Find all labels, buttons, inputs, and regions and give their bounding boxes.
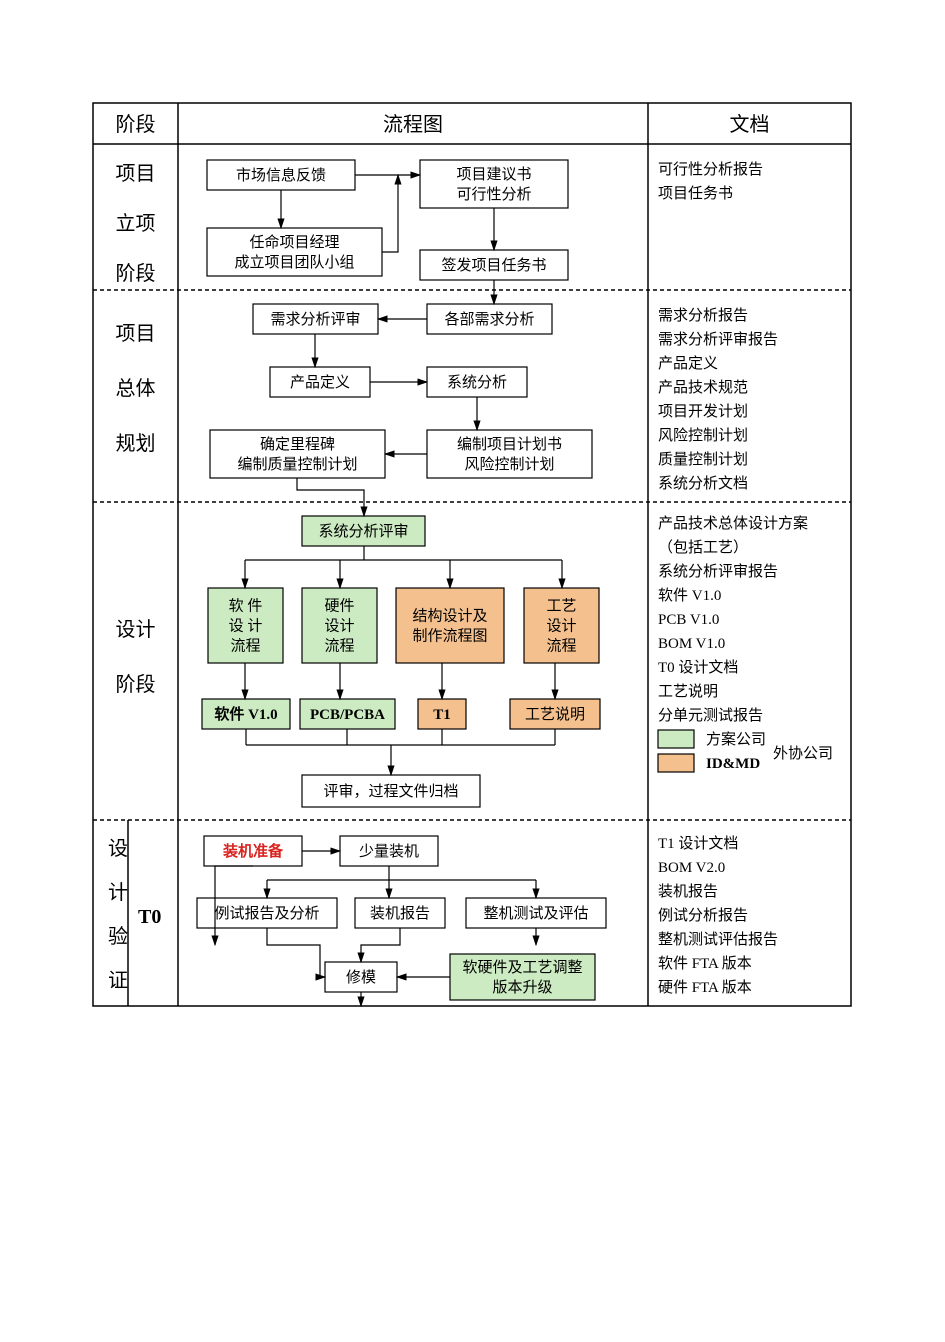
doc-p4-4: 整机测试评估报告 [658,931,778,948]
svg-text:阶段: 阶段 [116,262,156,285]
node-n_plan-label: 编制项目计划书 [457,436,562,453]
doc-p2-4: 项目开发计划 [658,403,748,420]
node-n_proc-label: 设计 [546,618,576,635]
node-n_fulltest-label: 整机测试及评估 [483,905,588,922]
node-n_proddef-label: 产品定义 [290,374,350,391]
doc-p3-2: 系统分析评审报告 [658,563,778,580]
legend-company: 方案公司 [706,730,766,748]
node-n_proc-label: 流程 [546,638,576,655]
doc-p2-6: 质量控制计划 [658,451,748,468]
doc-p4-5: 软件 FTA 版本 [658,955,752,972]
legend-orange [658,754,694,772]
node-n_small-label: 少量装机 [359,843,419,860]
node-n_procdesc-label: 工艺说明 [525,706,585,723]
svg-text:总体: 总体 [116,377,156,400]
node-n_propose-label: 可行性分析 [456,186,531,203]
header-doc: 文档 [730,113,770,136]
svg-text:证: 证 [108,969,128,992]
node-n_upgrade-label: 版本升级 [492,979,552,996]
node-n_struct [396,588,504,663]
node-n_instrep-label: 装机报告 [370,905,430,922]
connector-10 [297,478,364,516]
node-n_reqrev-label: 需求分析评审 [270,311,360,328]
connector-3 [382,175,398,252]
node-n_t1-label: T1 [433,707,451,723]
node-n_pcb-label: PCB/PCBA [310,707,385,723]
node-n_struct-label: 制作流程图 [412,628,487,645]
node-n_upgrade-label: 软硬件及工艺调整 [462,959,582,976]
node-n_sw-label: 流程 [230,638,260,655]
node-n_assign-label: 任命项目经理 [249,233,339,251]
doc-p3-7: 工艺说明 [658,683,718,700]
doc-p3-1: （包括工艺） [658,539,748,556]
doc-p3-0: 产品技术总体设计方案 [658,514,808,532]
node-n_prep-label: 装机准备 [222,842,284,860]
node-n_archive-label: 评审，过程文件归档 [323,783,458,800]
doc-p4-3: 例试分析报告 [658,907,748,924]
doc-p4-1: BOM V2.0 [658,860,725,876]
doc-p2-3: 产品技术规范 [658,379,748,396]
node-n_mold-label: 修模 [346,969,376,986]
doc-p2-2: 产品定义 [658,355,718,372]
node-n_propose-label: 项目建议书 [456,166,531,183]
doc-p2-1: 需求分析评审报告 [658,331,778,348]
legend-idmd: ID&MD [706,756,760,772]
doc-p4-2: 装机报告 [658,883,718,900]
svg-text:规划: 规划 [116,432,156,455]
doc-p4-0: T1 设计文档 [658,835,738,852]
node-n_milestone-label: 编制质量控制计划 [237,456,357,473]
doc-p3-6: T0 设计文档 [658,659,738,676]
node-n_plan-label: 风险控制计划 [464,456,554,473]
node-n_proc-label: 工艺 [546,598,576,615]
svg-text:项目: 项目 [116,163,156,185]
legend-green [658,730,694,748]
node-n_hw-label: 流程 [324,638,354,655]
svg-text:设计: 设计 [116,618,156,641]
node-n_sw-label: 设 计 [229,618,263,635]
node-n_assign-label: 成立项目团队小组 [234,254,354,271]
svg-text:设: 设 [108,837,128,860]
node-n_struct-label: 结构设计及 [412,608,487,625]
doc-p2-7: 系统分析文档 [658,475,748,492]
doc-p2-0: 需求分析报告 [658,307,748,324]
doc-p3-5: BOM V1.0 [658,636,725,652]
svg-text:计: 计 [108,881,128,904]
svg-text:项目: 项目 [116,323,156,345]
node-n_hw-label: 硬件 [324,598,354,615]
node-n_sysana-label: 系统分析 [447,374,507,391]
doc-p3-4: PCB V1.0 [658,612,719,628]
flowchart-canvas: 阶段流程图文档项目立项阶段项目总体规划设计阶段设计验证T0市场信息反馈项目建议书… [0,0,945,1337]
legend-outsource: 外协公司 [773,745,833,762]
doc-p2-5: 风险控制计划 [658,427,748,444]
connector-34 [361,928,400,962]
svg-text:立项: 立项 [116,212,156,235]
connector-33 [267,928,325,977]
node-n_market-label: 市场信息反馈 [236,167,326,184]
node-n_sysrev-label: 系统分析评审 [318,523,408,540]
svg-text:阶段: 阶段 [116,673,156,696]
node-n_hw-label: 设计 [324,618,354,635]
doc-p4-6: 硬件 FTA 版本 [658,979,752,996]
doc-p3-8: 分单元测试报告 [658,707,763,724]
node-n_reqana-label: 各部需求分析 [444,311,534,328]
node-n_sw-label: 软 件 [229,598,263,615]
doc-p3-3: 软件 V1.0 [658,587,721,604]
phase4-sub: T0 [138,906,161,928]
doc-p1-0: 可行性分析报告 [658,161,763,178]
svg-text:验: 验 [108,925,128,948]
node-n_testrep-label: 例试报告及分析 [214,905,319,922]
node-n_issue-label: 签发项目任务书 [441,257,546,274]
header-flow: 流程图 [383,113,443,136]
node-n_swv1-label: 软件 V1.0 [214,705,277,723]
doc-p1-1: 项目任务书 [658,185,733,202]
header-phase: 阶段 [116,113,156,136]
node-n_milestone-label: 确定里程碑 [260,436,335,453]
